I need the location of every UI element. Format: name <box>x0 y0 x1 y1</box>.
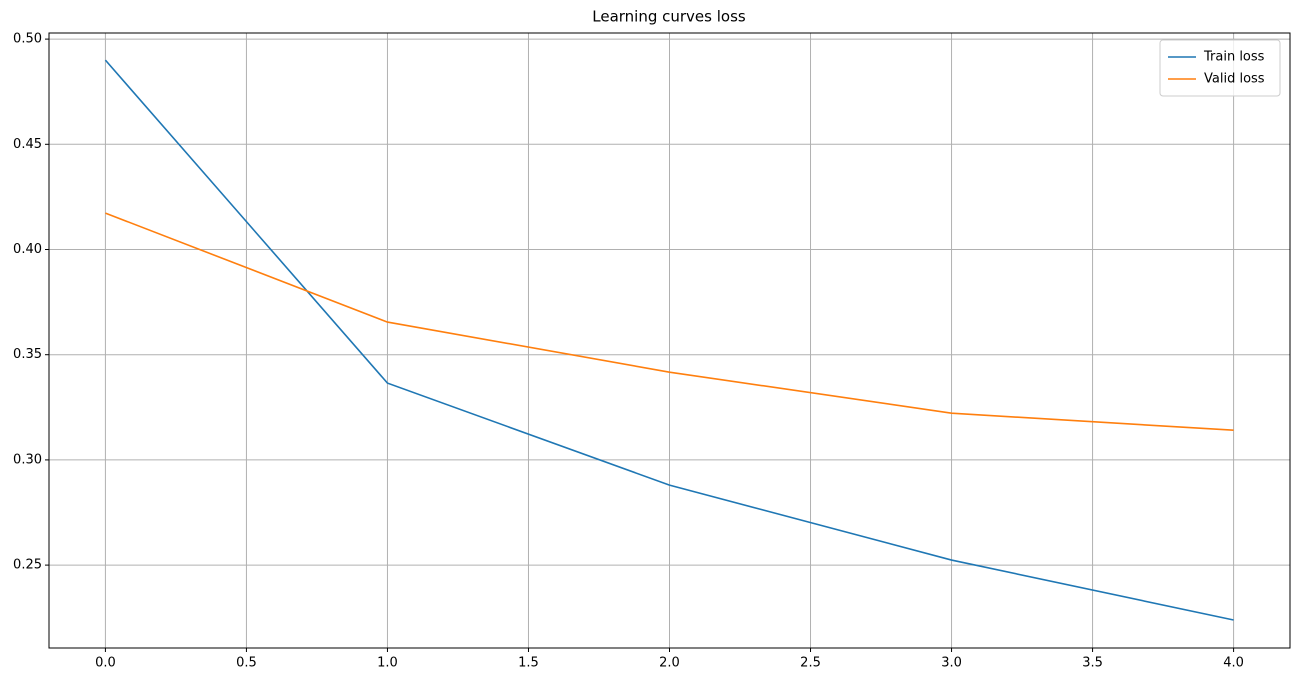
y-tick-label: 0.30 <box>13 452 42 467</box>
y-tick-label: 0.40 <box>13 242 42 257</box>
x-tick-label: 1.0 <box>377 656 398 671</box>
legend-label: Train loss <box>1203 50 1265 65</box>
line-series <box>105 212 1234 432</box>
x-tick-label: 2.0 <box>659 656 680 671</box>
y-tick-label: 0.45 <box>13 137 42 152</box>
x-tick-label: 0.5 <box>236 656 257 671</box>
line-series <box>104 59 1234 621</box>
chart-title: Learning curves loss <box>592 8 746 26</box>
x-tick-label: 3.5 <box>1082 656 1103 671</box>
x-tick-label: 3.0 <box>941 656 962 671</box>
x-tick-label: 2.5 <box>800 656 821 671</box>
plot-frame <box>48 32 1291 649</box>
legend-box <box>1159 39 1281 97</box>
x-tick-label: 4.0 <box>1223 656 1244 671</box>
x-tick-label: 0.0 <box>95 656 116 671</box>
y-tick-label: 0.35 <box>13 347 42 362</box>
y-tick-label: 0.25 <box>13 558 42 573</box>
legend-label: Valid loss <box>1204 72 1265 87</box>
y-tick-label: 0.50 <box>13 32 42 47</box>
x-tick-label: 1.5 <box>518 656 539 671</box>
legend: Train loss Valid loss <box>1159 39 1281 97</box>
